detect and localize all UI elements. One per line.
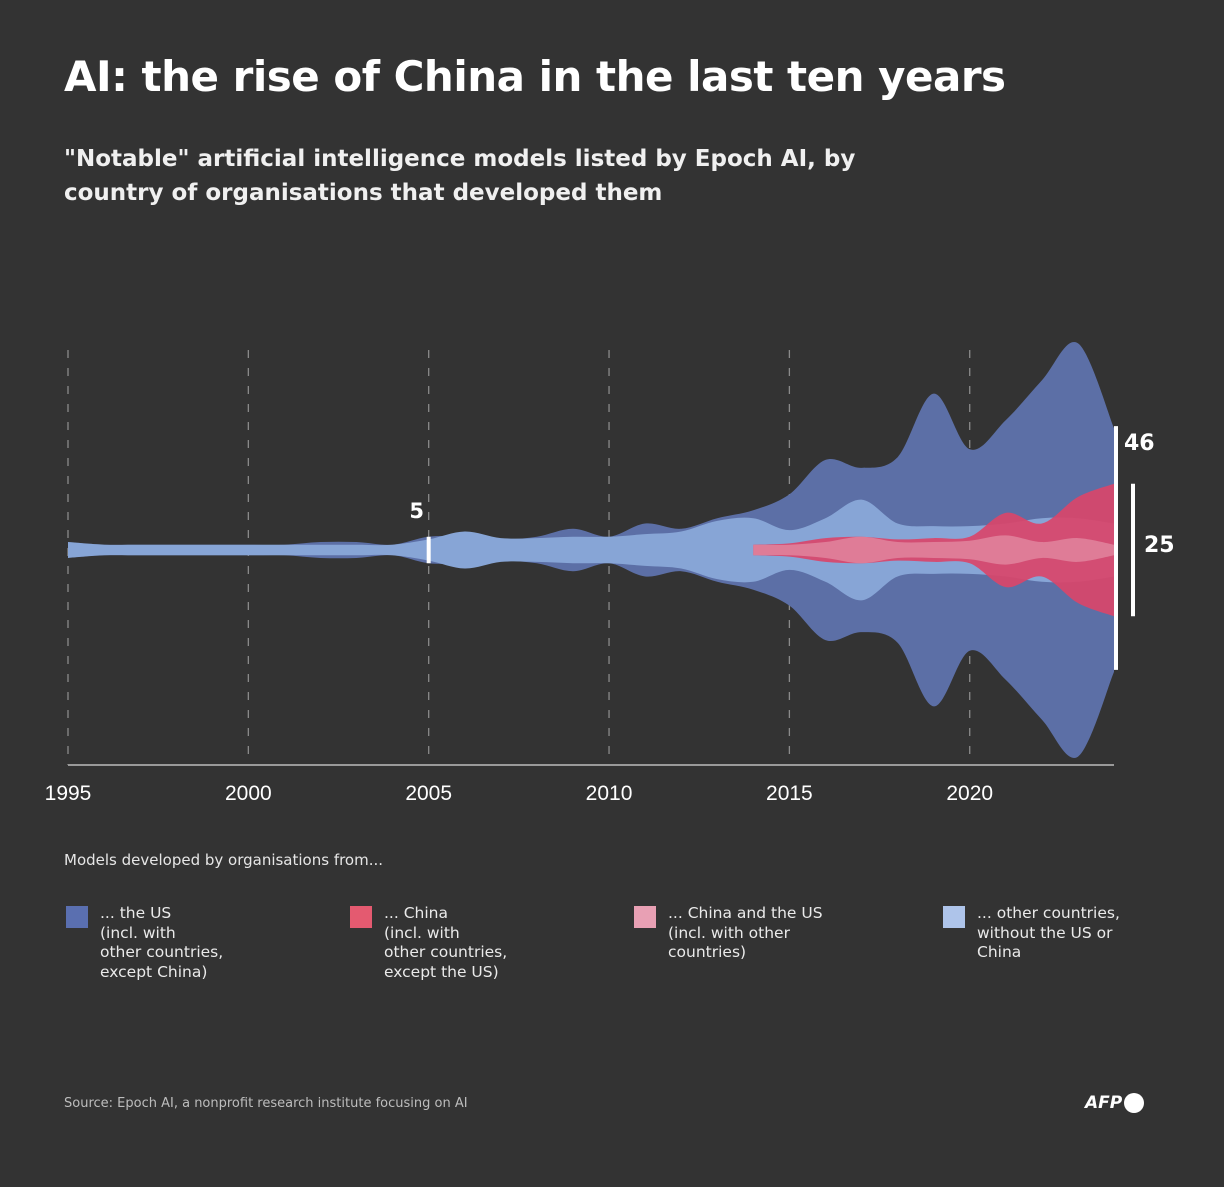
chart-title: AI: the rise of China in the last ten ye… xyxy=(64,52,1006,101)
x-tick-label: 2015 xyxy=(766,782,813,805)
stream-other xyxy=(68,499,1114,601)
x-tick-label: 1995 xyxy=(45,782,92,805)
legend-item-other: ... other countries, without the US or C… xyxy=(943,904,1120,963)
afp-logo: AFP xyxy=(1085,1093,1145,1113)
legend-label-other: ... other countries, without the US or C… xyxy=(977,904,1120,961)
chart-subtitle: "Notable" artificial intelligence models… xyxy=(64,146,856,206)
legend-label-us: ... the US (incl. with other countries, … xyxy=(100,904,224,981)
legend-label-china-us: ... China and the US (incl. with other c… xyxy=(668,904,823,961)
stream-china-us xyxy=(753,535,1114,565)
streamgraph-chart: 1995 2000 2005 2010 2015 2020 5 46 25 xyxy=(45,342,1175,805)
afp-logo-dot-icon xyxy=(1124,1093,1145,1113)
legend-item-china: ... China (incl. with other countries, e… xyxy=(350,904,507,982)
x-tick-label: 2020 xyxy=(946,782,993,805)
legend-item-china-us: ... China and the US (incl. with other c… xyxy=(634,904,823,963)
x-tick-label: 2005 xyxy=(405,782,452,805)
x-tick-label: 2010 xyxy=(586,782,633,805)
legend-swatch-us xyxy=(66,906,88,928)
source-note: Source: Epoch AI, a nonprofit research i… xyxy=(64,1096,468,1111)
legend-swatch-china xyxy=(350,906,372,928)
legend-title: Models developed by organisations from..… xyxy=(64,851,384,869)
annotation-label-5: 5 xyxy=(409,499,424,523)
legend-swatch-china-us xyxy=(634,906,656,928)
legend-swatch-other xyxy=(943,906,965,928)
x-tick-label: 2000 xyxy=(225,782,272,805)
afp-logo-text: AFP xyxy=(1085,1093,1123,1113)
annotation-label-25: 25 xyxy=(1144,533,1175,558)
annotation-label-46: 46 xyxy=(1124,431,1155,456)
legend-item-us: ... the US (incl. with other countries, … xyxy=(66,904,223,982)
legend-label-china: ... China (incl. with other countries, e… xyxy=(384,904,508,981)
